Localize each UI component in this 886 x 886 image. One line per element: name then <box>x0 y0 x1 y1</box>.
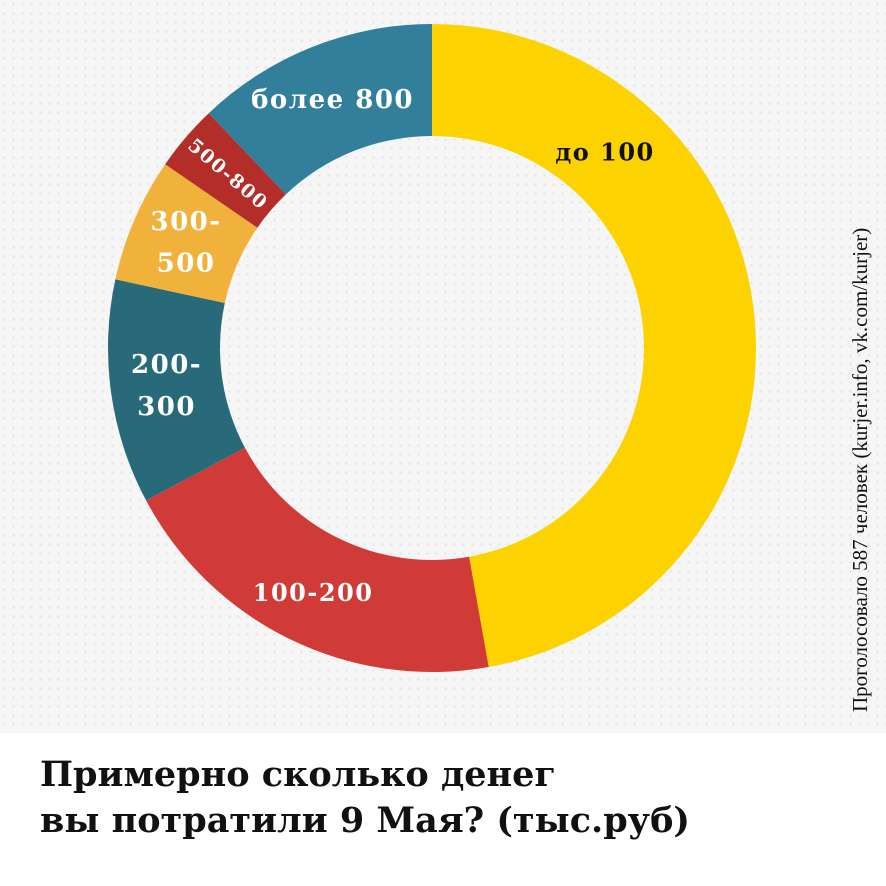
slice-label-line: 500 <box>157 248 216 278</box>
slice-label-line: 300 <box>137 392 196 422</box>
slice-100-200 <box>146 447 489 672</box>
title-footer <box>0 733 886 886</box>
slice-более-800 <box>208 24 432 195</box>
slice-200-300 <box>107 279 245 501</box>
slice-300-500 <box>115 164 258 304</box>
slice-500-800 <box>165 113 286 228</box>
chart-title-line-1: Примерно сколько денег <box>40 754 556 795</box>
slice-label-line: более 800 <box>251 85 414 115</box>
slice-label-line: 300- <box>151 207 222 237</box>
donut-slices <box>107 24 756 672</box>
chart-title: Примерно сколько денег вы потратили 9 Ма… <box>40 752 860 844</box>
slice-label-300-500: 300- 500 <box>151 207 222 279</box>
slice-label-до-100: до 100 <box>555 137 654 166</box>
slice-до-100 <box>432 24 756 667</box>
vote-count-note: Проголосовало 587 человек (kurjer.info, … <box>848 227 872 712</box>
slice-label-более-800: более 800 <box>251 85 414 115</box>
slice-label-line: 200- <box>131 350 202 380</box>
chart-title-line-2: вы потратили 9 Мая? (тыс.руб) <box>40 800 690 841</box>
slice-label-line: 100-200 <box>253 578 374 607</box>
donut-chart: до 100100-200200-300300-500500-800более … <box>107 24 756 672</box>
slice-labels: до 100100-200200-300300-500500-800более … <box>131 85 654 607</box>
slice-label-line: до 100 <box>555 137 654 166</box>
slice-label-200-300: 200- 300 <box>131 350 202 422</box>
slice-label-100-200: 100-200 <box>253 578 374 607</box>
